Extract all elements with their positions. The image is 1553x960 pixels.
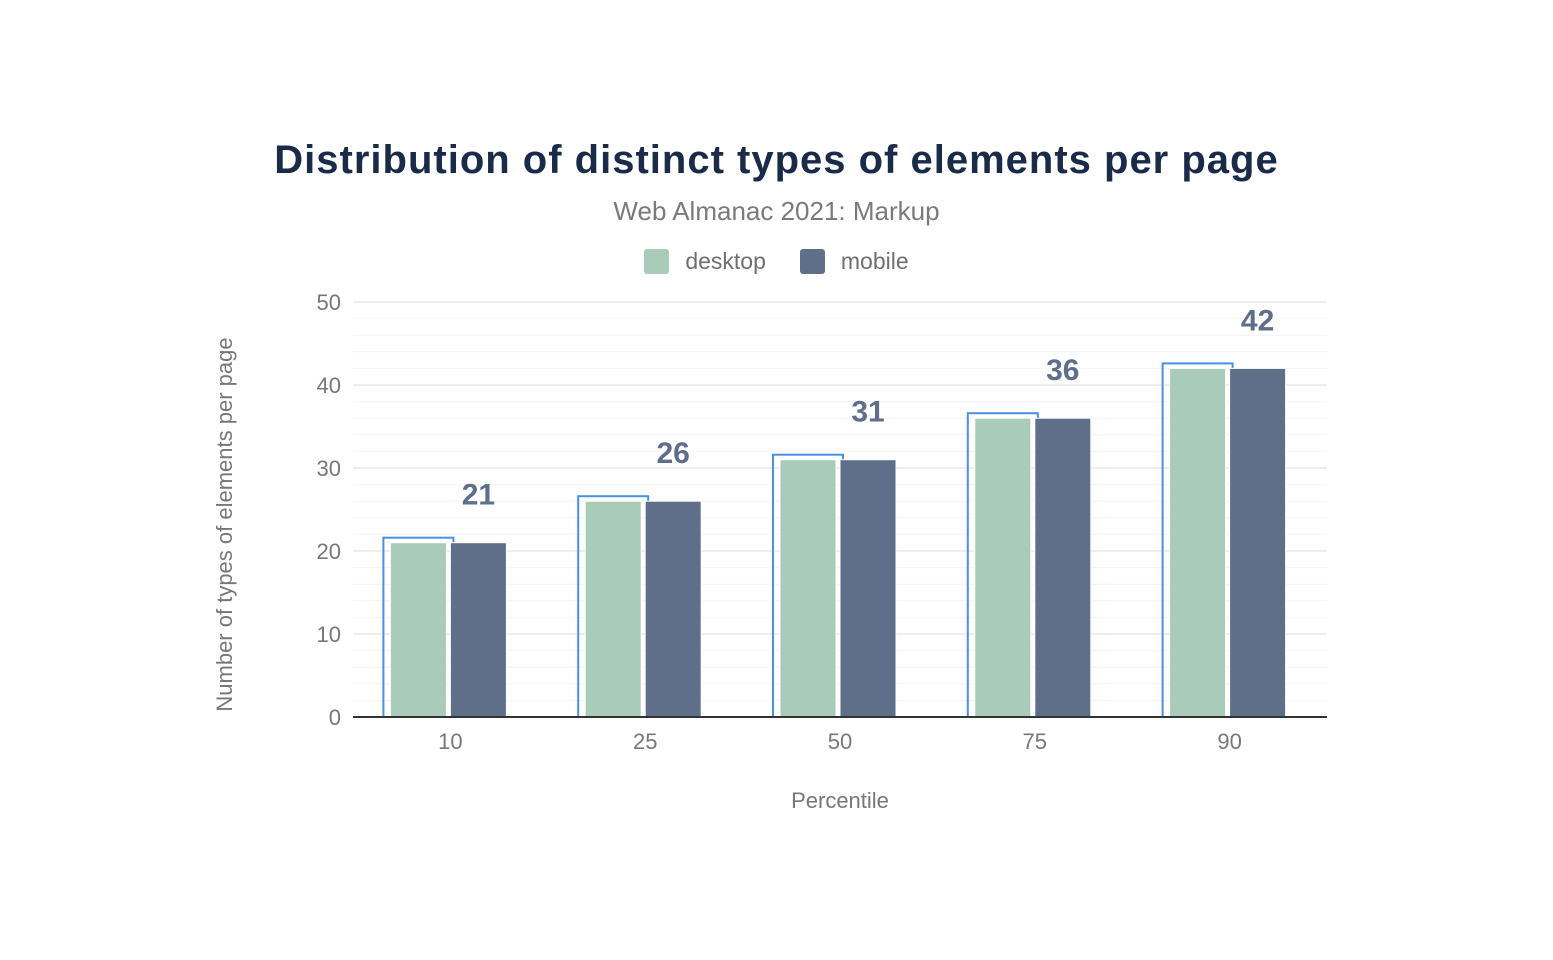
x-tick-label: 50 bbox=[828, 729, 852, 754]
x-tick-label: 75 bbox=[1023, 729, 1047, 754]
x-axis-title: Percentile bbox=[791, 788, 889, 813]
bar-mobile-10[interactable] bbox=[449, 542, 507, 718]
bar-mobile-25[interactable] bbox=[644, 500, 702, 718]
y-tick-label: 50 bbox=[317, 290, 341, 315]
legend-label-mobile: mobile bbox=[840, 248, 909, 274]
data-label: 26 bbox=[657, 437, 690, 470]
bar-mobile-75[interactable] bbox=[1034, 417, 1092, 718]
x-tick-label: 25 bbox=[633, 729, 657, 754]
x-axis-ticks: 10 25 50 75 90 bbox=[438, 729, 1242, 754]
bar-desktop-75[interactable] bbox=[974, 417, 1032, 718]
y-tick-label: 0 bbox=[329, 705, 341, 730]
data-label: 21 bbox=[462, 479, 495, 512]
data-labels: 21 26 31 36 42 bbox=[462, 304, 1275, 511]
bar-desktop-25[interactable] bbox=[584, 500, 642, 718]
y-axis-title: Number of types of elements per page bbox=[212, 337, 237, 711]
chart-subtitle: Web Almanac 2021: Markup bbox=[613, 196, 940, 226]
chart-title: Distribution of distinct types of elemen… bbox=[274, 138, 1279, 182]
bar-desktop-10[interactable] bbox=[389, 542, 447, 718]
legend-label-desktop: desktop bbox=[685, 248, 766, 274]
bars bbox=[382, 362, 1287, 719]
legend: desktop mobile bbox=[0, 248, 1553, 275]
bar-mobile-50[interactable] bbox=[839, 459, 897, 718]
bar-mobile-90[interactable] bbox=[1229, 367, 1287, 718]
data-label: 31 bbox=[851, 396, 884, 429]
legend-item-desktop[interactable]: desktop bbox=[644, 248, 766, 275]
bar-desktop-50[interactable] bbox=[779, 459, 837, 718]
data-label: 42 bbox=[1241, 304, 1274, 337]
data-label: 36 bbox=[1046, 354, 1079, 387]
y-axis-ticks: 0 10 20 30 40 50 bbox=[317, 290, 341, 730]
y-tick-label: 30 bbox=[317, 456, 341, 481]
y-tick-label: 20 bbox=[317, 539, 341, 564]
y-tick-label: 10 bbox=[317, 622, 341, 647]
bar-desktop-90[interactable] bbox=[1169, 367, 1227, 718]
x-tick-label: 10 bbox=[438, 729, 462, 754]
y-tick-label: 40 bbox=[317, 373, 341, 398]
x-tick-label: 90 bbox=[1217, 729, 1241, 754]
legend-item-mobile[interactable]: mobile bbox=[799, 248, 909, 275]
legend-swatch-mobile bbox=[799, 249, 825, 274]
legend-swatch-desktop bbox=[644, 249, 670, 274]
